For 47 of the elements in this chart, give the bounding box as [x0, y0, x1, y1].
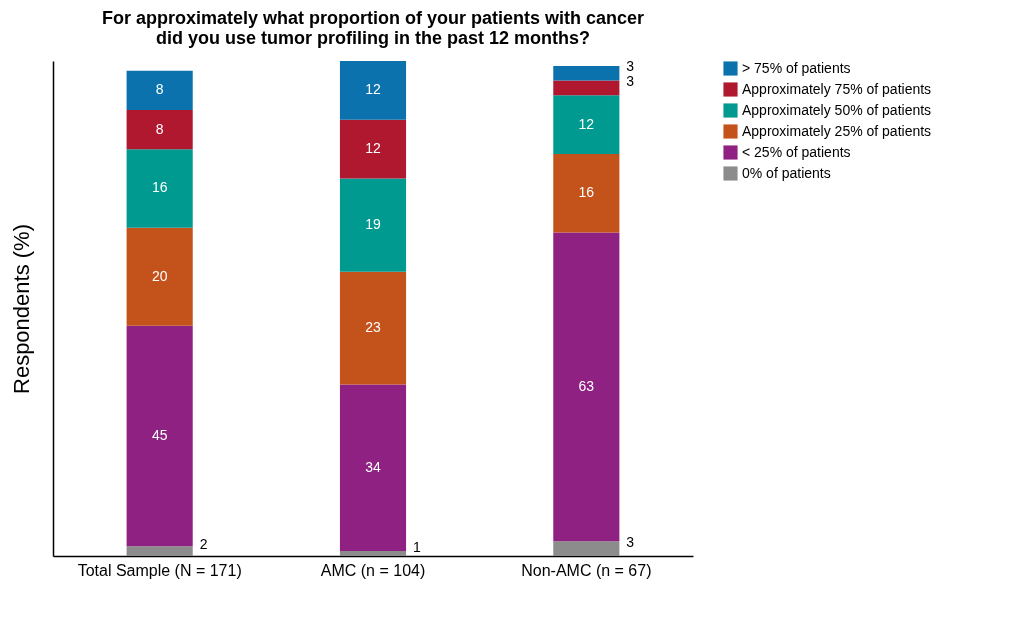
legend-label: Approximately 75% of patients [742, 80, 932, 97]
bar [126, 546, 193, 556]
x-tick-label: Non-AMC (n = 67) [521, 561, 652, 579]
bar [553, 154, 620, 233]
bar [339, 119, 407, 179]
data-label: 2 [199, 536, 208, 553]
bar [339, 551, 407, 556]
bar [126, 227, 193, 326]
x-tick-label: AMC (n = 104) [320, 561, 426, 579]
bar [126, 149, 193, 228]
bar [126, 70, 193, 111]
bar [339, 178, 407, 272]
chart-title: For approximately what proportion of your patients with cancer did you use tumor profiling in the past 12 months? [101, 8, 645, 49]
data-label: 63 [578, 377, 595, 394]
bar [339, 384, 407, 552]
legend-label: Approximately 25% of patients [742, 122, 932, 139]
data-label: 3 [626, 58, 635, 75]
data-label: 23 [365, 319, 381, 336]
bar [553, 95, 620, 155]
legend-label: 0% of patients [742, 164, 831, 181]
data-label: 16 [151, 179, 168, 196]
y-axis-title: Respondents (%) [8, 224, 34, 394]
bar [339, 271, 407, 385]
data-label: 12 [578, 115, 595, 132]
data-label: 12 [365, 81, 381, 98]
bar [126, 110, 193, 150]
legend-label: > 75% of patients [742, 59, 851, 76]
data-label: 1 [413, 538, 421, 555]
data-label: 3 [626, 533, 635, 550]
bar [553, 232, 620, 542]
data-label: 19 [365, 216, 381, 233]
bar [553, 65, 620, 81]
data-label: 16 [578, 184, 595, 201]
data-label: 34 [365, 458, 381, 475]
data-label: 12 [365, 140, 381, 157]
x-tick-label: Total Sample (N = 171) [77, 561, 242, 579]
legend-label: < 25% of patients [742, 143, 851, 160]
data-label: 3 [626, 72, 635, 89]
bar [553, 541, 620, 556]
data-label: 45 [151, 426, 168, 443]
data-label: 20 [151, 267, 168, 284]
bar [126, 325, 193, 547]
data-label: 8 [155, 120, 164, 137]
bar [339, 61, 407, 120]
bar [553, 80, 620, 96]
data-label: 8 [155, 81, 164, 98]
legend-label: Approximately 50% of patients [742, 101, 932, 118]
